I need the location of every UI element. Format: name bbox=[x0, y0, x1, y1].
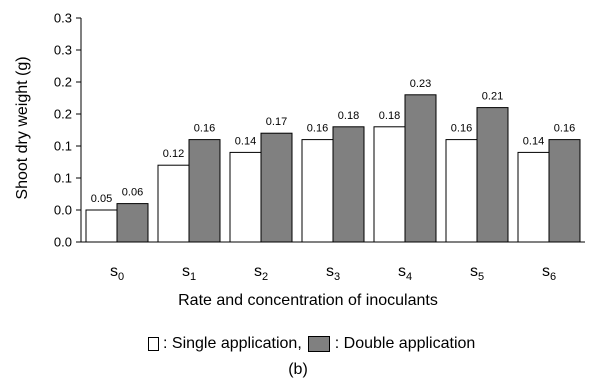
data-label: 0.16 bbox=[307, 123, 328, 135]
x-tick-label: s0 bbox=[110, 263, 124, 283]
bar-double bbox=[188, 139, 221, 243]
y-tick-label: 0.2 bbox=[54, 107, 72, 122]
data-label: 0.17 bbox=[266, 116, 287, 128]
bar-single bbox=[445, 139, 478, 243]
legend-swatch-double bbox=[307, 336, 330, 352]
y-tick-label: 0.3 bbox=[54, 43, 72, 58]
data-label: 0.14 bbox=[235, 135, 256, 147]
data-label: 0.06 bbox=[122, 187, 143, 199]
data-label: 0.18 bbox=[379, 110, 400, 122]
x-tick-label: s1 bbox=[182, 263, 196, 283]
y-tick-label: 0.0 bbox=[54, 235, 72, 250]
y-tick-label: 0.1 bbox=[54, 139, 72, 154]
data-label: 0.12 bbox=[163, 148, 184, 160]
data-label: 0.16 bbox=[554, 123, 575, 135]
bar-single bbox=[301, 139, 334, 243]
x-tick-label: s5 bbox=[470, 263, 484, 283]
legend-swatch-single bbox=[148, 337, 159, 351]
data-label: 0.16 bbox=[451, 123, 472, 135]
bar-single bbox=[85, 209, 118, 243]
x-ticks: s0 s1 s2 s3 s4 s5 s6 bbox=[110, 263, 556, 283]
y-tick-label: 0.2 bbox=[54, 75, 72, 90]
bar-double bbox=[332, 126, 365, 243]
data-label: 0.21 bbox=[482, 91, 503, 103]
bar-double bbox=[404, 94, 437, 243]
y-tick-label: 0.1 bbox=[54, 171, 72, 186]
x-tick-label: s2 bbox=[254, 263, 268, 283]
bars bbox=[85, 94, 581, 243]
legend-label-single: : Single application, bbox=[163, 335, 302, 352]
bar-double bbox=[548, 139, 581, 243]
y-axis-label: Shoot dry weight (g) bbox=[14, 56, 31, 199]
bar-single bbox=[157, 164, 190, 243]
data-label: 0.23 bbox=[410, 78, 431, 90]
data-label: 0.16 bbox=[194, 123, 215, 135]
y-ticks: 0.0 0.0 0.1 0.1 0.2 0.2 0.3 0.3 bbox=[54, 11, 81, 250]
data-label: 0.18 bbox=[338, 110, 359, 122]
y-tick-label: 0.0 bbox=[54, 203, 72, 218]
x-axis-label: Rate and concentration of inoculants bbox=[178, 292, 438, 309]
bar-single bbox=[229, 151, 262, 243]
bar-double bbox=[260, 132, 293, 243]
data-label: 0.14 bbox=[523, 135, 544, 147]
legend-label-double: : Double application bbox=[334, 335, 476, 352]
panel-label: (b) bbox=[288, 361, 308, 378]
data-label: 0.05 bbox=[91, 193, 112, 205]
bar-single bbox=[373, 126, 406, 243]
bar-double bbox=[476, 107, 509, 243]
bar-double bbox=[116, 203, 149, 243]
bar-single bbox=[517, 151, 550, 243]
bar-labels: 0.05 0.06 0.12 0.16 0.14 0.17 0.16 0.18 0.18 0.23… bbox=[91, 78, 575, 205]
x-tick-label: s4 bbox=[398, 263, 412, 283]
x-tick-label: s3 bbox=[326, 263, 340, 283]
y-tick-label: 0.3 bbox=[54, 11, 72, 26]
legend: : Single application, : Double applicati… bbox=[148, 333, 475, 355]
x-tick-label: s6 bbox=[542, 263, 556, 283]
